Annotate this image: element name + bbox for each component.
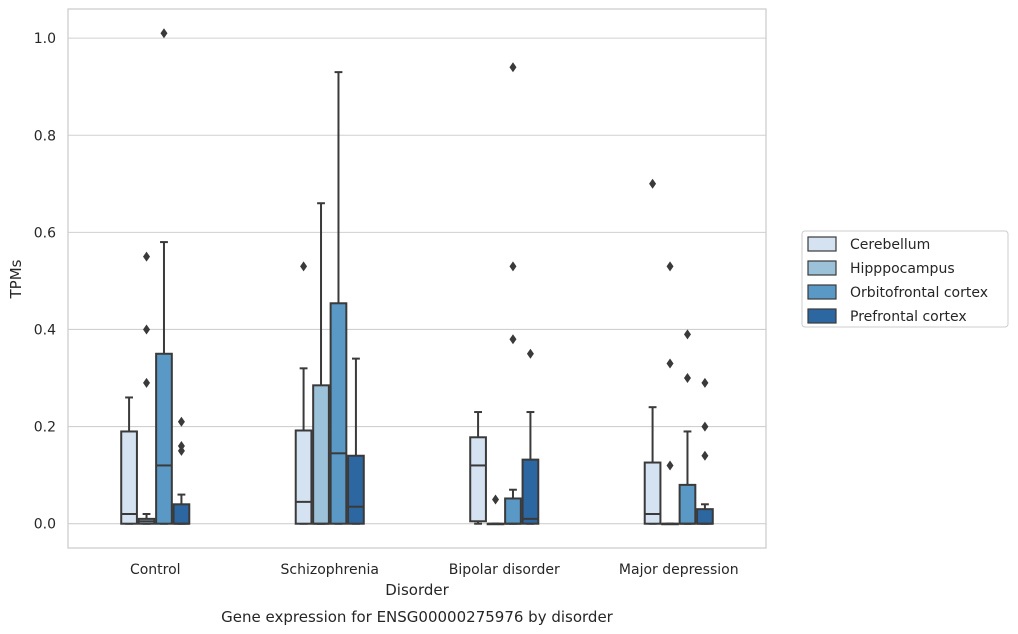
x-axis-label: Disorder (385, 581, 449, 599)
box-body (521, 458, 540, 525)
box-body (504, 497, 522, 525)
box-1-3 (347, 357, 365, 525)
outlier-point (509, 62, 517, 73)
y-tick-label: 0.6 (34, 225, 56, 241)
box-body (329, 302, 348, 525)
y-axis-ticks: 0.0 0.2 0.4 0.6 0.8 1.0 (34, 31, 56, 533)
box-1-2 (329, 71, 348, 525)
x-tick-label: Schizophrenia (281, 562, 379, 578)
legend-swatch (807, 260, 837, 276)
y-tick-label: 1.0 (34, 31, 56, 47)
box-body (172, 503, 191, 525)
legend-label: Orbitofrontal cortex (850, 285, 988, 301)
outlier-point (177, 441, 185, 452)
legend-label: Hipppocampus (850, 261, 955, 277)
legend-frame (801, 230, 1009, 328)
legend-swatch (807, 284, 837, 300)
boxes (120, 28, 714, 526)
box-body (643, 461, 662, 525)
outlier-point (683, 373, 691, 384)
box-2-0 (469, 411, 487, 525)
box-3-2 (678, 329, 697, 525)
legend-swatch (807, 308, 837, 324)
x-axis-ticks: Control Schizophrenia Bipolar disorder Majo… (130, 562, 739, 578)
box-3-0 (643, 178, 662, 525)
box-3-3 (696, 377, 714, 525)
outlier-point (666, 358, 674, 369)
y-tick-label: 0.4 (34, 322, 56, 338)
x-tick-label: Major depression (619, 562, 739, 578)
outlier-point (509, 334, 517, 345)
box-2-1 (486, 494, 505, 526)
outlier-point (649, 178, 657, 189)
box-1-0 (294, 261, 313, 525)
legend-label: Cerebellum (850, 237, 930, 253)
box-0-0 (120, 396, 138, 525)
box-0-2 (155, 28, 173, 525)
plot-frame (67, 8, 767, 549)
x-tick-label: Control (130, 562, 181, 578)
legend-items: Cerebellum Hipppocampus Orbitofrontal cort… (807, 236, 988, 325)
outlier-point (492, 494, 500, 505)
y-tick-label: 0.0 (34, 517, 56, 533)
y-tick-label: 0.2 (34, 420, 56, 436)
x-tick-label: Bipolar disorder (449, 562, 560, 578)
outlier-point (526, 348, 534, 359)
box-0-3 (172, 416, 191, 525)
outlier-point (683, 329, 691, 340)
outlier-point (143, 377, 151, 388)
box-3-1 (661, 261, 679, 526)
box-2-2 (504, 62, 522, 525)
outlier-point (509, 261, 517, 272)
outlier-point (177, 416, 185, 427)
box-body (120, 430, 138, 525)
outlier-point (300, 261, 308, 272)
outlier-point (160, 28, 168, 39)
outlier-point (143, 251, 151, 262)
box-body (155, 352, 173, 525)
y-axis-label: TPMs (7, 259, 25, 299)
box-body (294, 429, 313, 525)
box-body (678, 483, 697, 525)
box-body (347, 454, 365, 525)
box-body (469, 436, 487, 523)
y-tick-label: 0.8 (34, 128, 56, 144)
box-body (696, 508, 714, 525)
legend-swatch (807, 236, 837, 252)
legend: Cerebellum Hipppocampus Orbitofrontal cort… (801, 230, 1009, 328)
outlier-point (666, 261, 674, 272)
chart-caption: Gene expression for ENSG00000275976 by d… (221, 608, 614, 626)
box-body (312, 384, 330, 525)
box-0-1 (137, 251, 156, 525)
box-2-3 (521, 348, 540, 525)
box-1-1 (312, 202, 330, 525)
outlier-point (701, 450, 709, 461)
legend-label: Prefrontal cortex (850, 309, 967, 325)
outlier-point (701, 421, 709, 432)
outlier-point (143, 324, 151, 335)
outlier-point (701, 377, 709, 388)
outlier-point (666, 460, 674, 471)
